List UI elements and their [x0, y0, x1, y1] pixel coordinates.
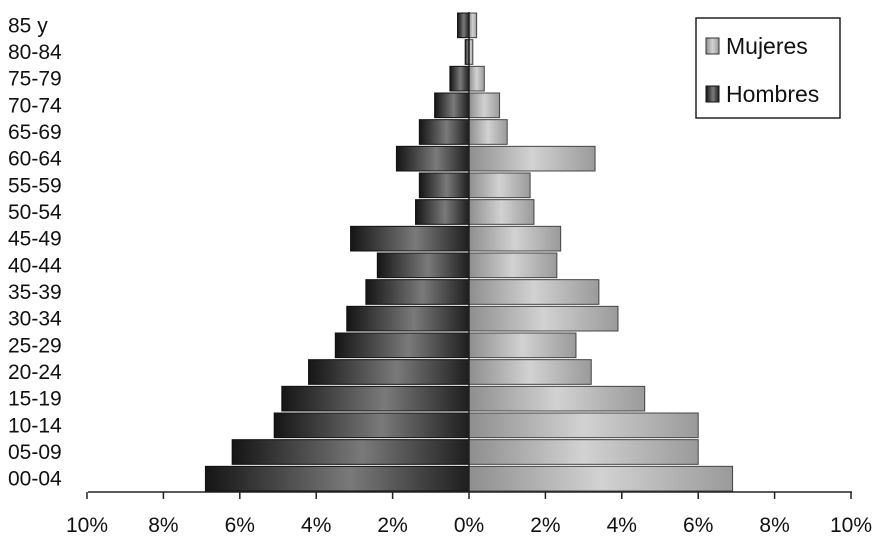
age-group-label: 45-49: [8, 228, 62, 251]
bar-hombres-30-34: [346, 305, 470, 332]
x-tick-label: 2%: [530, 514, 560, 537]
age-group-label: 15-19: [8, 388, 62, 411]
age-group-label: 50-54: [8, 201, 62, 224]
bar-hombres-40-44: [376, 252, 470, 279]
bar-hombres-05-09: [231, 439, 470, 465]
age-group-labels: 00-04 05-09 10-14 15-19 20-24 25-29 30-34 35-39…: [8, 14, 62, 490]
bar-mujeres-20-24: [468, 359, 592, 385]
legend-label-hombres: Hombres: [726, 81, 819, 107]
x-tick-label: 0%: [454, 514, 484, 537]
age-group-label: 05-09: [8, 441, 62, 464]
bar-mujeres-45-49: [468, 225, 562, 252]
x-tick-label: 10%: [66, 514, 108, 537]
legend-label-mujeres: Mujeres: [726, 33, 808, 59]
bar-hombres-10-14: [273, 412, 470, 439]
bar-mujeres-70-74: [468, 92, 501, 119]
bar-mujeres-10-14: [468, 412, 699, 439]
x-tick-label: 10%: [830, 514, 872, 537]
bar-mujeres-40-44: [468, 252, 558, 279]
bar-hombres-50-54: [415, 199, 470, 225]
bar-mujeres-50-54: [468, 199, 535, 225]
age-group-label: 25-29: [8, 334, 62, 357]
age-group-label: 30-34: [8, 308, 62, 331]
x-tick-label: 6%: [225, 514, 255, 537]
legend-swatch-hombres: [705, 85, 720, 103]
bar-mujeres-65-69: [468, 119, 508, 145]
bars-layer: [204, 12, 734, 492]
bar-mujeres-60-64: [468, 145, 596, 172]
x-tick-label: 8%: [148, 514, 178, 537]
bar-hombres-55-59: [418, 172, 470, 199]
age-group-label: 55-59: [8, 174, 62, 197]
x-tick-label: 6%: [683, 514, 713, 537]
x-axis: 10% 8% 6% 4% 2% 0% 2% 4% 6% 8% 10%: [66, 12, 872, 537]
bar-hombres-85-y: [457, 12, 470, 39]
bar-hombres-45-49: [350, 225, 470, 252]
bar-hombres-20-24: [308, 359, 470, 385]
age-group-label: 70-74: [8, 94, 62, 117]
bar-hombres-60-64: [395, 145, 470, 172]
x-tick-label: 4%: [301, 514, 331, 537]
bar-hombres-65-69: [418, 119, 470, 145]
legend: Mujeres Hombres: [695, 17, 841, 119]
age-group-label: 00-04: [8, 468, 62, 491]
bar-mujeres-85-y: [468, 12, 478, 39]
age-group-label: 40-44: [8, 254, 62, 277]
bar-mujeres-15-19: [468, 385, 646, 412]
age-group-label: 20-24: [8, 361, 62, 384]
bar-hombres-00-04: [204, 465, 470, 492]
age-group-label: 65-69: [8, 121, 62, 144]
bar-mujeres-35-39: [468, 279, 600, 305]
bar-mujeres-75-79: [468, 65, 485, 92]
x-tick-label: 4%: [607, 514, 637, 537]
bar-hombres-70-74: [434, 92, 470, 119]
bar-hombres-25-29: [334, 332, 470, 359]
age-group-label: 10-14: [8, 414, 62, 437]
bar-hombres-15-19: [281, 385, 470, 412]
age-group-label: 35-39: [8, 281, 62, 304]
bar-mujeres-05-09: [468, 439, 699, 465]
x-tick-label: 2%: [377, 514, 407, 537]
bar-hombres-35-39: [365, 279, 470, 305]
age-group-label: 80-84: [8, 41, 62, 64]
age-group-label: 85 y: [8, 14, 48, 37]
legend-swatch-mujeres: [705, 37, 720, 55]
bar-mujeres-55-59: [468, 172, 531, 199]
age-group-label: 75-79: [8, 68, 62, 91]
bar-mujeres-30-34: [468, 305, 619, 332]
legend-frame: [695, 17, 841, 119]
bar-mujeres-25-29: [468, 332, 577, 359]
bar-mujeres-00-04: [468, 465, 734, 492]
x-tick-label: 8%: [759, 514, 789, 537]
age-group-label: 60-64: [8, 148, 62, 171]
bar-hombres-75-79: [449, 65, 470, 92]
